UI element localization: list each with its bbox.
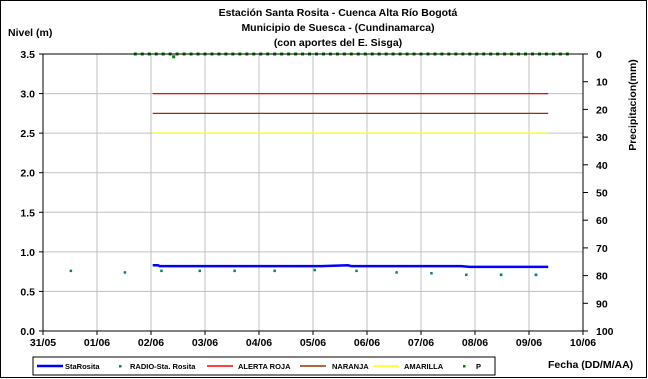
x-tick-label: 09/06: [516, 337, 542, 349]
series-point-radio-sta-rosita: [430, 271, 433, 275]
legend-label-radio-sta-rosita: RADIO-Sta. Rosita: [130, 362, 196, 371]
series-point-radio-sta-rosita: [233, 269, 236, 273]
x-tick-label: 10/06: [570, 337, 596, 349]
ticks-layer: 0.0 0.5 1.0 1.5 2.0 2.5 3.0 3.5 31/05 01/06 02/06 0…: [20, 49, 613, 349]
series-point-radio-sta-rosita: [465, 273, 468, 277]
y2-tick-label: 60: [596, 215, 608, 227]
legend-label-naranja: NARANJA: [332, 362, 369, 371]
legend-label-starosita: StaRosita: [65, 362, 100, 371]
y-tick-label: 1.0: [20, 247, 35, 259]
series-point-radio-sta-rosita: [273, 269, 276, 273]
y2-tick-label: 40: [596, 160, 608, 172]
x-tick-label: 05/06: [300, 337, 326, 349]
x-tick-label: 06/06: [354, 337, 380, 349]
chart-title-line-3: (con aportes del E. Sisga): [274, 37, 402, 49]
x-tick-label: 07/06: [408, 337, 434, 349]
series-point-radio-sta-rosita: [160, 269, 163, 273]
series-layer: [69, 52, 569, 277]
x-tick-label: 04/06: [246, 337, 272, 349]
y2-tick-label: 30: [596, 132, 608, 144]
x-axis-label: Fecha (DD/M/AA): [548, 359, 633, 371]
series-point-radio-sta-rosita: [198, 269, 202, 273]
series-point-radio-sta-rosita: [123, 271, 127, 274]
legend-label-amarilla: AMARILLA: [404, 362, 444, 371]
y2-tick-label: 50: [596, 188, 608, 200]
legend-swatch-radio-sta-rosita: [119, 365, 122, 368]
y2-tick-label: 70: [596, 243, 608, 255]
x-tick-label: 01/06: [84, 337, 110, 349]
chart-title-line-2: Municipio de Suesca - (Cundinamarca): [241, 22, 434, 34]
legend-label-alerta-roja: ALERTA ROJA: [238, 362, 291, 371]
legend-label-p: P: [476, 362, 481, 371]
x-tick-label: 02/06: [138, 337, 164, 349]
y2-axis-label: Precipitacion(mm): [627, 59, 639, 151]
legend-swatch-p: [463, 365, 466, 368]
y-tick-label: 1.5: [20, 207, 35, 219]
grid-lines: [43, 54, 583, 331]
x-tick-label: 31/05: [30, 337, 56, 349]
y2-tick-label: 10: [596, 77, 608, 89]
x-tick-label: 03/06: [192, 337, 218, 349]
series-point-radio-sta-rosita: [313, 268, 316, 272]
series-point-radio-sta-rosita: [534, 273, 538, 277]
y-tick-label: 0.5: [20, 286, 35, 298]
legend: StaRosita RADIO-Sta. Rosita ALERTA ROJA NAR…: [32, 356, 496, 376]
chart-title-line-1: Estación Santa Rosita - Cuenca Alta Río …: [219, 7, 458, 19]
y2-tick-label: 80: [596, 271, 608, 283]
y-tick-label: 3.5: [20, 49, 35, 61]
y-axis-label: Nivel (m): [8, 27, 52, 39]
y-tick-label: 3.0: [20, 89, 35, 101]
y2-tick-label: 20: [596, 104, 608, 116]
series-point-radio-sta-rosita: [355, 269, 358, 273]
y-tick-label: 2.0: [20, 168, 35, 180]
series-point-radio-sta-rosita: [395, 271, 398, 274]
x-tick-label: 08/06: [462, 337, 488, 349]
y2-tick-label: 90: [596, 298, 608, 310]
legend-box: [32, 356, 496, 376]
y2-tick-label: 0: [596, 49, 602, 61]
y-tick-label: 2.5: [20, 128, 35, 140]
series-point-radio-sta-rosita: [499, 273, 503, 277]
series-point-p: [172, 55, 176, 59]
y2-tick-label: 100: [596, 326, 614, 338]
series-line-starosita: [152, 264, 549, 269]
y-tick-label: 0.0: [20, 326, 35, 338]
series-point-radio-sta-rosita: [69, 269, 73, 273]
